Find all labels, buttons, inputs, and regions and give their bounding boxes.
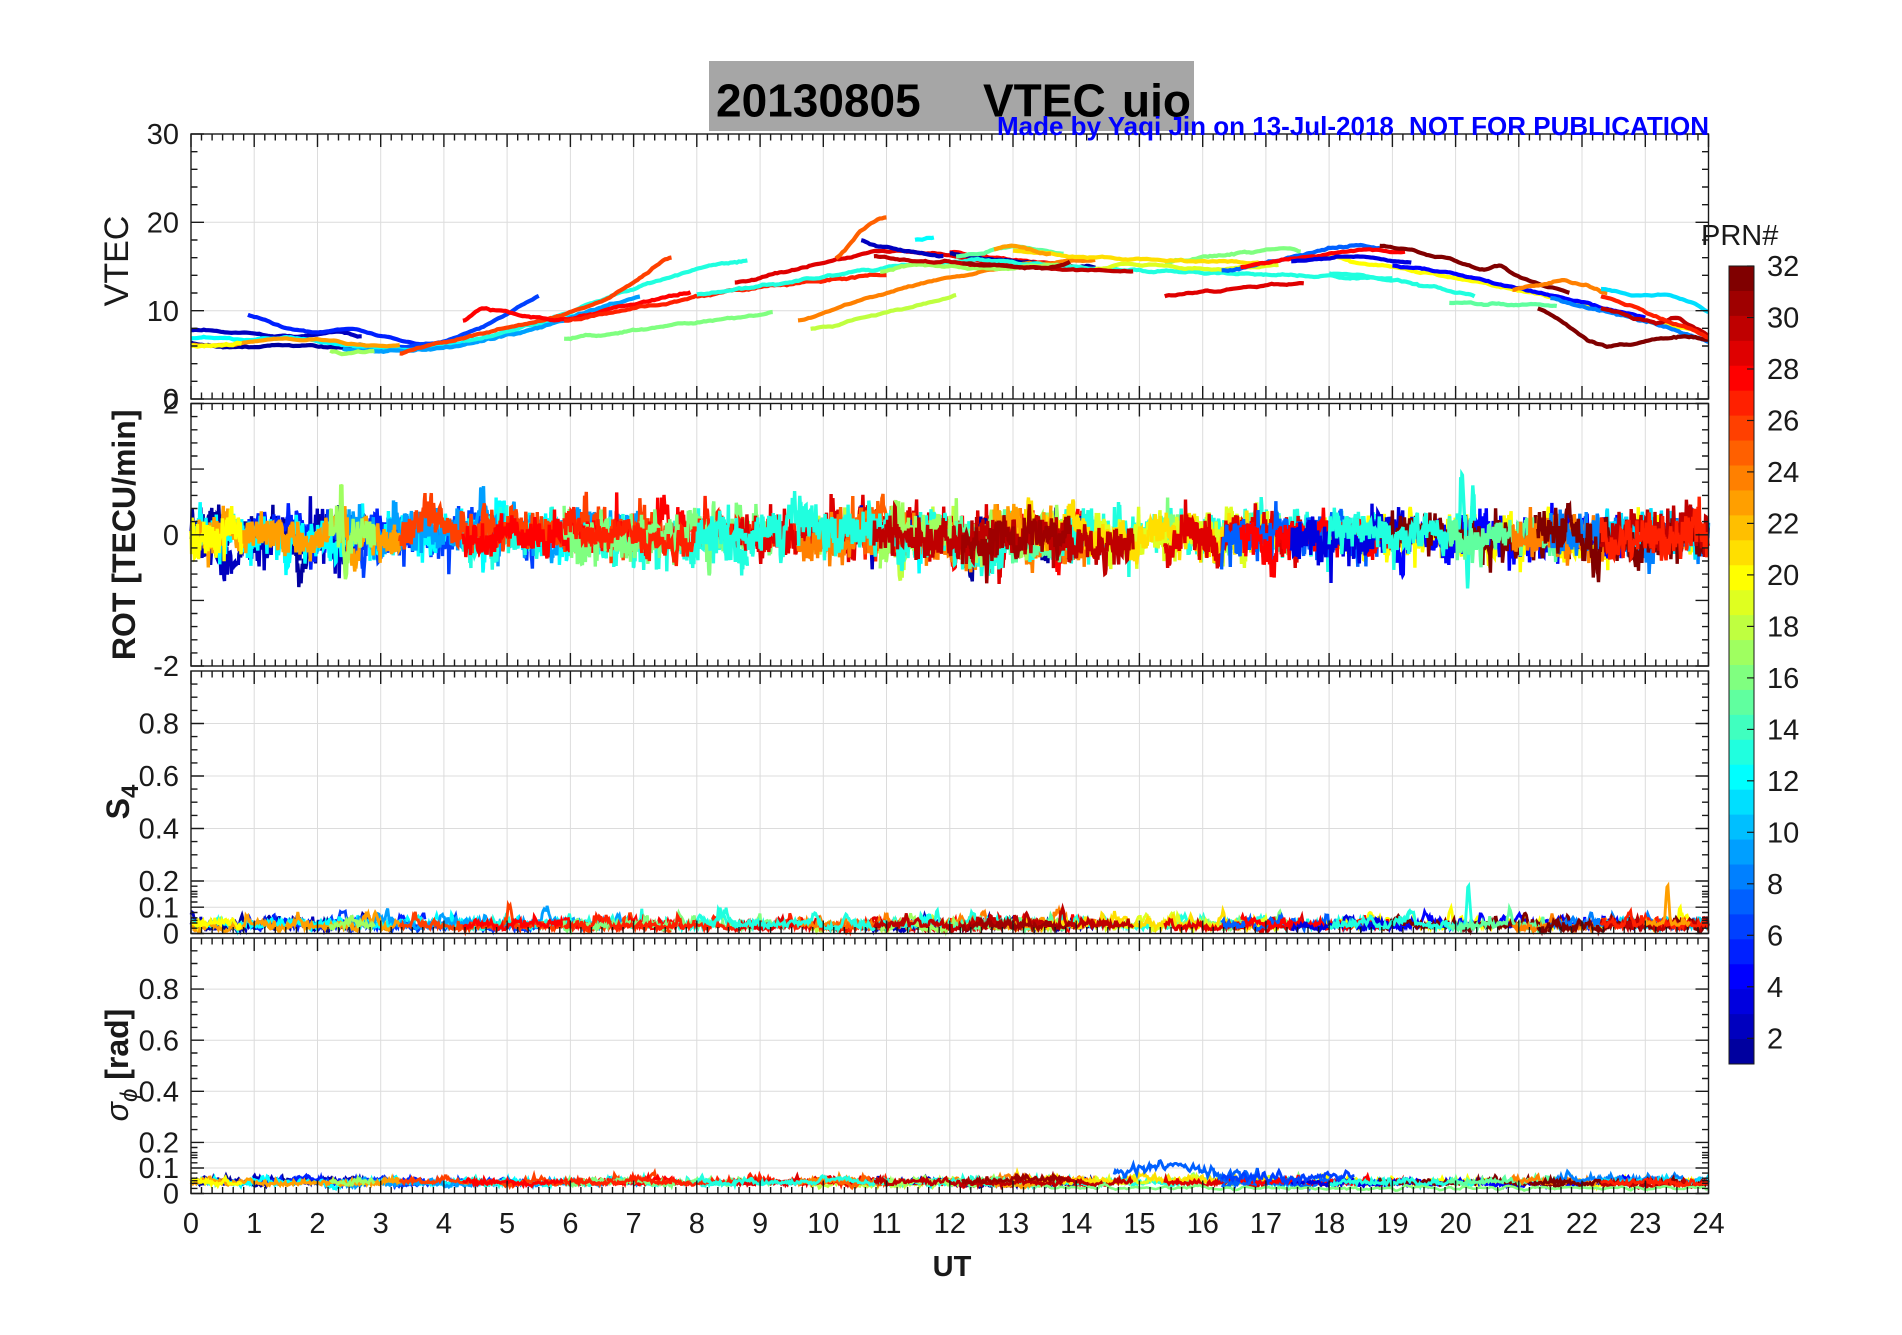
svg-text:PRN#: PRN# bbox=[1701, 220, 1778, 252]
svg-text:0.2: 0.2 bbox=[139, 1128, 179, 1160]
svg-text:20: 20 bbox=[1439, 1208, 1471, 1240]
svg-text:16: 16 bbox=[1767, 663, 1799, 695]
svg-text:VTEC: VTEC bbox=[983, 75, 1106, 127]
svg-text:24: 24 bbox=[1692, 1208, 1724, 1240]
svg-text:20: 20 bbox=[1767, 560, 1799, 592]
svg-text:28: 28 bbox=[1767, 354, 1799, 386]
svg-text:22: 22 bbox=[1767, 509, 1799, 541]
svg-text:30: 30 bbox=[1767, 303, 1799, 335]
svg-text:6: 6 bbox=[1767, 920, 1783, 952]
svg-text:5: 5 bbox=[499, 1208, 515, 1240]
svg-text:0: 0 bbox=[183, 1208, 199, 1240]
svg-text:0.1: 0.1 bbox=[139, 1153, 179, 1185]
svg-text:21: 21 bbox=[1503, 1208, 1535, 1240]
svg-text:19: 19 bbox=[1376, 1208, 1408, 1240]
svg-text:σϕ [rad]: σϕ [rad] bbox=[99, 1009, 143, 1122]
svg-text:8: 8 bbox=[689, 1208, 705, 1240]
svg-text:10: 10 bbox=[1767, 818, 1799, 850]
svg-text:12: 12 bbox=[1767, 766, 1799, 798]
svg-text:20130805: 20130805 bbox=[716, 75, 921, 127]
svg-text:-2: -2 bbox=[153, 651, 179, 683]
svg-text:3: 3 bbox=[373, 1208, 389, 1240]
svg-text:0.2: 0.2 bbox=[139, 866, 179, 898]
svg-text:0: 0 bbox=[163, 384, 179, 416]
svg-text:14: 14 bbox=[1767, 715, 1799, 747]
svg-text:18: 18 bbox=[1313, 1208, 1345, 1240]
svg-text:15: 15 bbox=[1123, 1208, 1155, 1240]
svg-text:17: 17 bbox=[1250, 1208, 1282, 1240]
svg-text:32: 32 bbox=[1767, 251, 1799, 283]
svg-text:0: 0 bbox=[163, 919, 179, 951]
svg-text:2: 2 bbox=[1767, 1023, 1783, 1055]
svg-text:30: 30 bbox=[147, 119, 179, 151]
svg-text:16: 16 bbox=[1187, 1208, 1219, 1240]
svg-text:10: 10 bbox=[147, 296, 179, 328]
svg-text:18: 18 bbox=[1767, 612, 1799, 644]
svg-text:NOT FOR PUBLICATION: NOT FOR PUBLICATION bbox=[1409, 111, 1709, 141]
svg-text:4: 4 bbox=[436, 1208, 452, 1240]
svg-text:2: 2 bbox=[163, 389, 179, 421]
svg-text:10: 10 bbox=[807, 1208, 839, 1240]
svg-text:22: 22 bbox=[1566, 1208, 1598, 1240]
svg-text:2: 2 bbox=[309, 1208, 325, 1240]
svg-text:0.8: 0.8 bbox=[139, 709, 179, 741]
svg-text:0.4: 0.4 bbox=[139, 1077, 179, 1109]
svg-text:0.6: 0.6 bbox=[139, 1025, 179, 1057]
svg-text:7: 7 bbox=[626, 1208, 642, 1240]
svg-text:26: 26 bbox=[1767, 406, 1799, 438]
svg-text:13: 13 bbox=[997, 1208, 1029, 1240]
svg-text:uio: uio bbox=[1122, 75, 1191, 127]
svg-text:ROT [TECU/min]: ROT [TECU/min] bbox=[106, 409, 142, 660]
svg-text:8: 8 bbox=[1767, 869, 1783, 901]
svg-text:4: 4 bbox=[1767, 972, 1783, 1004]
svg-text:VTEC: VTEC bbox=[98, 216, 136, 307]
svg-text:0: 0 bbox=[163, 520, 179, 552]
svg-text:9: 9 bbox=[752, 1208, 768, 1240]
svg-text:0.1: 0.1 bbox=[139, 892, 179, 924]
svg-text:0.6: 0.6 bbox=[139, 761, 179, 793]
svg-text:23: 23 bbox=[1629, 1208, 1661, 1240]
svg-text:UT: UT bbox=[933, 1251, 972, 1283]
svg-text:0.8: 0.8 bbox=[139, 974, 179, 1006]
svg-text:12: 12 bbox=[934, 1208, 966, 1240]
svg-text:6: 6 bbox=[562, 1208, 578, 1240]
svg-text:1: 1 bbox=[246, 1208, 262, 1240]
svg-text:24: 24 bbox=[1767, 457, 1799, 489]
svg-text:Made by Yaqi Jin on 13-Jul-201: Made by Yaqi Jin on 13-Jul-2018 bbox=[997, 111, 1394, 141]
svg-text:14: 14 bbox=[1060, 1208, 1092, 1240]
svg-text:20: 20 bbox=[147, 208, 179, 240]
svg-text:0: 0 bbox=[163, 1179, 179, 1211]
svg-text:11: 11 bbox=[871, 1208, 901, 1240]
svg-text:0.4: 0.4 bbox=[139, 814, 179, 846]
